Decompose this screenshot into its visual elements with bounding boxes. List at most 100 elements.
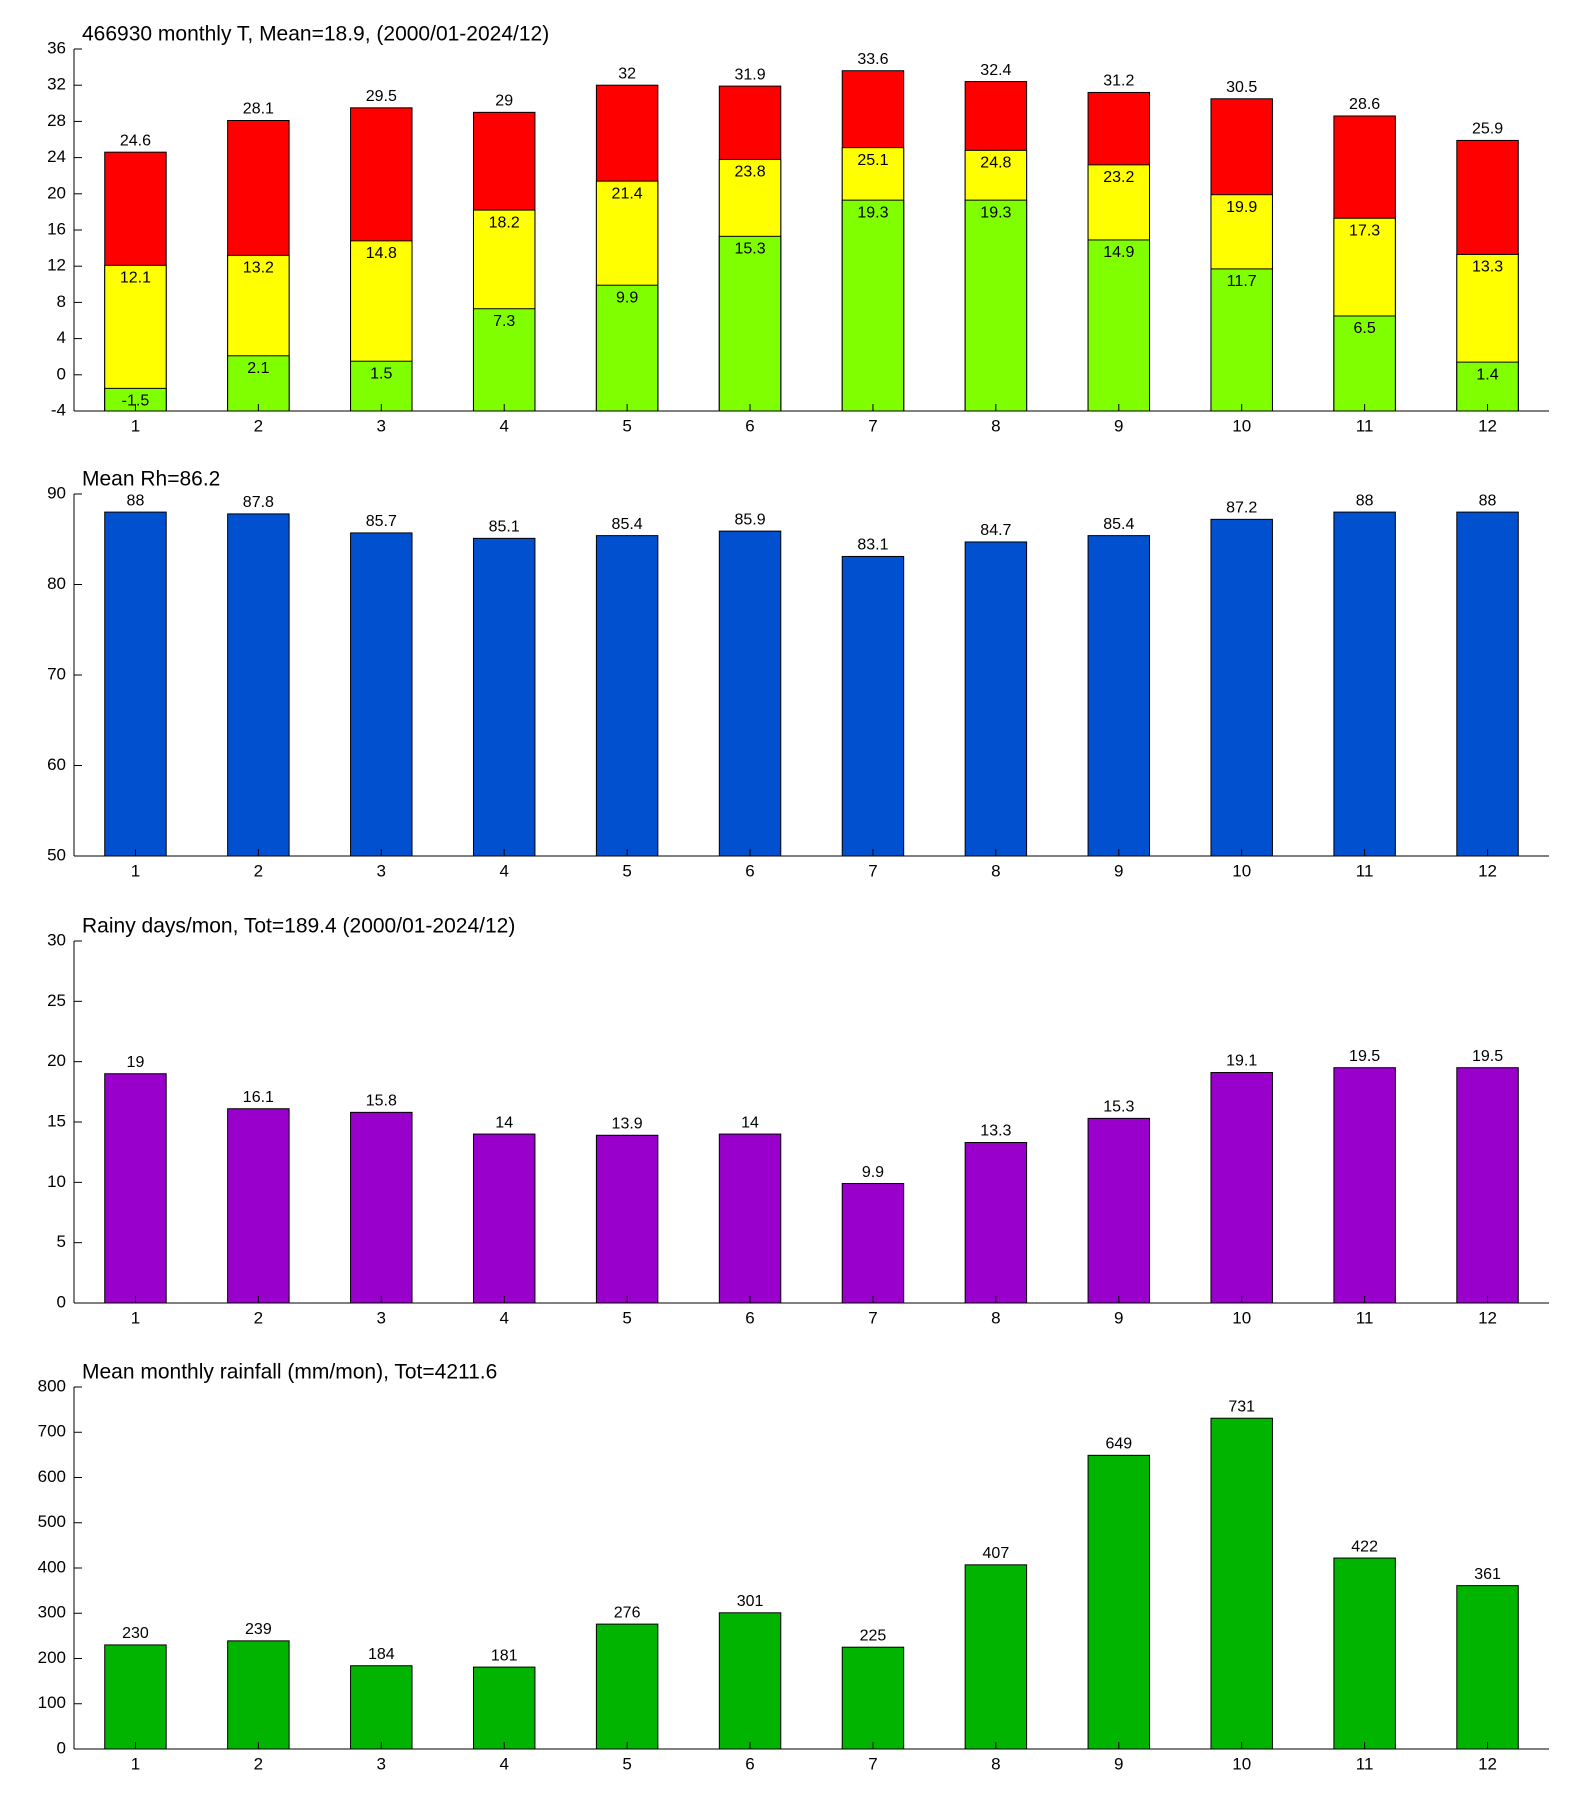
- value-label: 85.4: [612, 516, 643, 533]
- y-tick-label: 16: [47, 219, 66, 238]
- value-label: 239: [245, 1621, 272, 1638]
- value-label: 85.9: [734, 511, 765, 528]
- bar: [841, 555, 905, 857]
- bar: [227, 513, 290, 857]
- x-tick-label: 12: [1478, 861, 1497, 880]
- y-tick-label: 50: [47, 845, 66, 864]
- chart-title: Mean Rh=86.2: [82, 468, 220, 491]
- bar: [104, 1073, 167, 1304]
- value-label: 29.5: [366, 88, 397, 105]
- value-label: 18.2: [489, 214, 520, 231]
- x-tick-label: 10: [1232, 416, 1251, 435]
- bar: [718, 1612, 782, 1750]
- x-tick-label: 7: [868, 1754, 877, 1773]
- value-label: 13.2: [243, 260, 274, 277]
- value-label: 88: [127, 492, 145, 509]
- x-tick-label: 7: [868, 861, 877, 880]
- value-label: 649: [1105, 1436, 1132, 1453]
- value-label: 17.3: [1349, 222, 1380, 239]
- y-tick-label: 36: [47, 38, 66, 57]
- x-tick-label: 3: [377, 416, 386, 435]
- y-tick-label: 28: [47, 111, 66, 130]
- y-tick-label: 12: [47, 256, 66, 275]
- value-label: 24.8: [980, 155, 1011, 172]
- x-tick-label: 5: [622, 1308, 631, 1327]
- x-tick-label: 1: [131, 861, 140, 880]
- bar: [1456, 361, 1519, 412]
- value-label: 85.4: [1103, 516, 1134, 533]
- value-label: 407: [983, 1545, 1010, 1562]
- x-tick-label: 1: [131, 1308, 140, 1327]
- y-tick-label: 10: [47, 1172, 66, 1191]
- y-tick-label: 200: [38, 1648, 66, 1667]
- bar: [227, 1640, 290, 1750]
- value-label: 12.1: [120, 270, 151, 287]
- y-tick-label: 0: [57, 1292, 66, 1311]
- value-label: 422: [1351, 1538, 1378, 1555]
- value-label: 19.5: [1349, 1048, 1380, 1065]
- value-label: 85.1: [489, 519, 520, 536]
- value-label: 19.9: [1226, 199, 1257, 216]
- y-tick-label: 70: [47, 664, 66, 683]
- bar: [227, 1108, 290, 1304]
- bar: [1333, 315, 1396, 412]
- value-label: 13.9: [612, 1115, 643, 1132]
- bar: [964, 1564, 1028, 1750]
- value-label: 32: [618, 65, 636, 82]
- bar: [964, 199, 1028, 412]
- bar: [1456, 1067, 1519, 1304]
- bar: [964, 1142, 1028, 1304]
- y-tick-label: 60: [47, 755, 66, 774]
- value-label: 16.1: [243, 1089, 274, 1106]
- value-label: 88: [1356, 492, 1374, 509]
- x-tick-label: 9: [1114, 861, 1123, 880]
- value-label: 19.3: [857, 204, 888, 221]
- y-tick-label: 400: [38, 1557, 66, 1576]
- value-label: 7.3: [493, 313, 515, 330]
- bar: [1087, 535, 1151, 857]
- bar: [1456, 1585, 1519, 1750]
- bar: [104, 511, 167, 857]
- x-tick-label: 11: [1356, 416, 1374, 435]
- bar: [1210, 268, 1273, 412]
- y-tick-label: 500: [38, 1512, 66, 1531]
- value-label: 83.1: [857, 537, 888, 554]
- x-tick-label: 6: [745, 1308, 754, 1327]
- bar: [104, 1644, 167, 1750]
- x-tick-label: 10: [1232, 861, 1251, 880]
- value-label: 1.4: [1476, 366, 1498, 383]
- value-label: 9.9: [862, 1164, 884, 1181]
- y-tick-label: -4: [51, 400, 66, 419]
- y-tick-label: 4: [57, 328, 66, 347]
- y-tick-label: 24: [47, 147, 66, 166]
- value-label: 14: [495, 1114, 513, 1131]
- bar: [1087, 239, 1151, 412]
- x-tick-label: 12: [1478, 416, 1497, 435]
- x-tick-label: 4: [499, 416, 508, 435]
- x-tick-label: 9: [1114, 1308, 1123, 1327]
- value-label: 19.3: [980, 204, 1011, 221]
- y-tick-label: 30: [47, 930, 66, 949]
- value-label: 28.1: [243, 101, 274, 118]
- x-tick-label: 9: [1114, 1754, 1123, 1773]
- y-tick-label: 700: [38, 1422, 66, 1441]
- value-label: 19.1: [1226, 1053, 1257, 1070]
- value-label: 11.7: [1227, 273, 1257, 290]
- value-label: 30.5: [1226, 79, 1257, 96]
- x-tick-label: 4: [499, 1308, 508, 1327]
- value-label: 2.1: [247, 360, 269, 377]
- x-tick-label: 10: [1232, 1754, 1251, 1773]
- x-tick-label: 11: [1356, 1308, 1374, 1327]
- x-tick-label: 5: [622, 416, 631, 435]
- value-label: 731: [1228, 1398, 1255, 1415]
- x-tick-label: 12: [1478, 1308, 1497, 1327]
- x-tick-label: 2: [254, 1308, 263, 1327]
- bar: [964, 541, 1028, 857]
- bar: [350, 1111, 413, 1304]
- y-tick-label: 20: [47, 183, 66, 202]
- value-label: 181: [491, 1647, 518, 1664]
- chart-title: Rainy days/mon, Tot=189.4 (2000/01-2024/…: [82, 915, 515, 938]
- bar: [1210, 1417, 1273, 1750]
- bar: [841, 199, 905, 412]
